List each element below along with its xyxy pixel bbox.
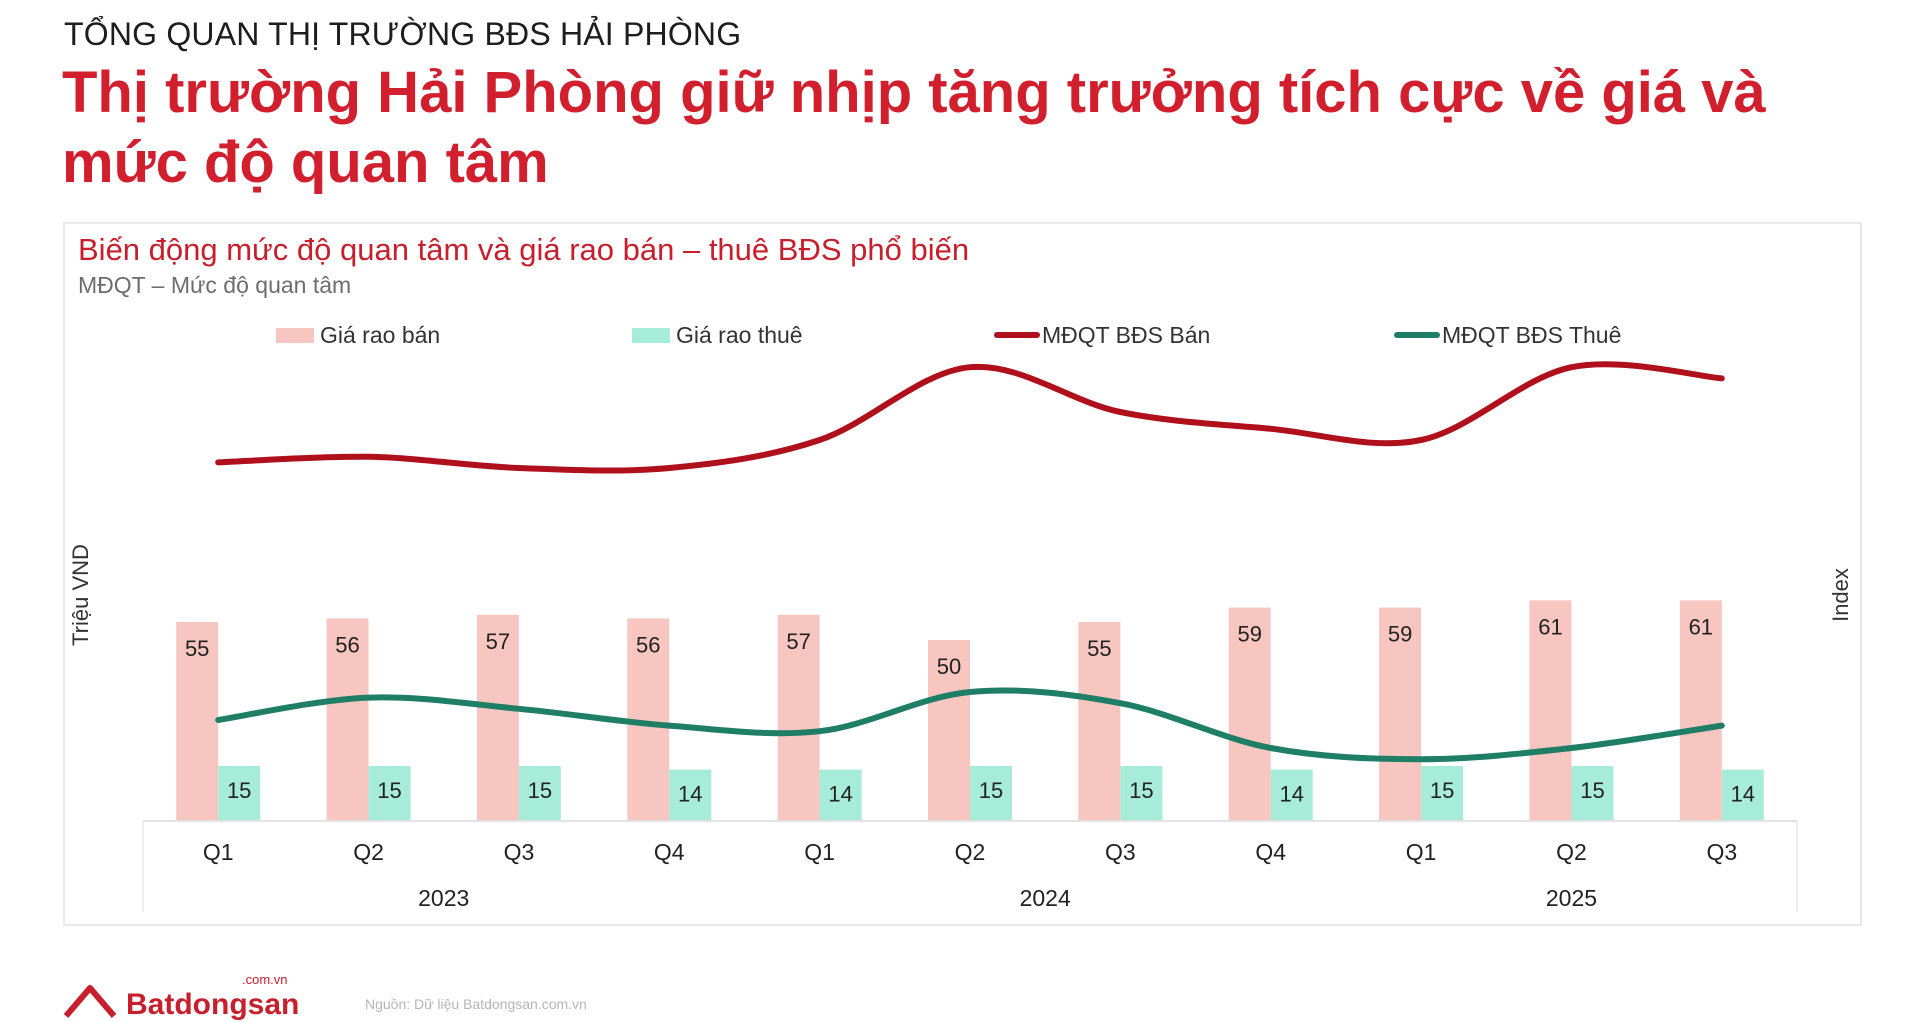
chart-subtitle: MĐQT – Mức độ quan tâm [78,272,352,298]
data-label-sale-price: 50 [937,654,961,679]
legend-label-rent-price: Giá rao thuê [676,321,803,348]
bar-sale-price [1679,600,1722,820]
data-label-rent-price: 15 [528,778,552,803]
bar-sale-price [928,640,970,820]
source-note: Nguồn: Dữ liệu Batdongsan.com.vn [365,996,587,1012]
x-tick-label: Q2 [353,839,384,865]
bar-rent-price [1721,769,1764,820]
x-tick-label: Q4 [1255,839,1286,865]
brand-logo: Batdongsan .com.vn [62,972,300,1022]
data-label-rent-price: 15 [979,778,1003,803]
data-label-sale-price: 61 [1689,614,1713,639]
bar-sale-price [1228,607,1271,820]
legend-label-sale-interest: MĐQT BĐS Bán [1042,321,1211,348]
legend-item-sale-price: Giá rao bán [276,318,440,352]
bar-rent-price [1120,766,1163,820]
bar-rent-price [518,766,561,820]
data-label-rent-price: 14 [1731,782,1755,807]
chart-title: Biến động mức độ quan tâm và giá rao bán… [78,232,970,267]
data-label-sale-price: 61 [1538,614,1562,639]
legend-swatch-sale-price [276,327,314,343]
bar-sale-price [1379,607,1422,820]
x-tick-label: Q2 [1556,839,1587,865]
legend-line-sale-interest [994,332,1040,338]
line-rent-interest [215,687,1725,763]
bar-rent-price [1571,766,1614,820]
bar-rent-price [669,769,712,820]
house-icon [63,985,117,1018]
legend-item-sale-interest: MĐQT BĐS Bán [994,318,1210,352]
x-tick-label: Q1 [1406,839,1437,865]
data-label-sale-price: 57 [486,629,510,654]
legend-item-rent-interest: MĐQT BĐS Thuê [1394,318,1621,352]
x-tick-label: Q1 [203,839,234,865]
legend-label-rent-interest: MĐQT BĐS Thuê [1442,321,1622,348]
legend-label-sale-price: Giá rao bán [320,321,441,348]
data-label-rent-price: 15 [1129,778,1153,803]
bar-sale-price [1078,622,1121,820]
brand-name: Batdongsan [126,988,300,1021]
bar-rent-price [970,766,1012,820]
bar-sale-price [476,614,519,820]
data-label-sale-price: 59 [1388,622,1412,647]
x-tick-label: Q2 [955,839,986,865]
data-label-sale-price: 55 [185,636,209,661]
bar-sale-price [176,622,219,820]
legend-line-rent-interest [1394,332,1440,338]
data-label-rent-price: 14 [678,782,702,807]
bar-rent-price [819,769,862,820]
data-label-sale-price: 59 [1237,622,1261,647]
x-year-label: 2024 [1020,885,1071,911]
eyebrow-title: TỔNG QUAN THỊ TRƯỜNG BĐS HẢI PHÒNG [64,16,742,52]
legend-item-rent-price: Giá rao thuê [632,318,803,352]
data-label-rent-price: 14 [828,782,852,807]
bar-sale-price [1529,600,1572,820]
bar-rent-price [1270,769,1313,820]
bar-rent-price [218,766,261,820]
data-label-sale-price: 56 [335,632,359,657]
data-label-rent-price: 15 [227,778,251,803]
bar-sale-price [326,618,369,820]
data-label-rent-price: 15 [1580,778,1604,803]
headline: Thị trường Hải Phòng giữ nhịp tăng trưởn… [62,60,1766,195]
line-sale-interest [215,361,1725,474]
x-tick-label: Q3 [1105,839,1136,865]
x-tick-label: Q3 [1706,839,1737,865]
bar-sale-price [627,618,670,820]
legend-swatch-rent-price [632,327,670,343]
data-label-sale-price: 56 [636,632,660,657]
bar-sale-price [777,614,820,820]
x-tick-label: Q1 [804,839,835,865]
bar-rent-price [368,766,411,820]
data-label-sale-price: 57 [786,629,810,654]
x-tick-label: Q4 [654,839,685,865]
x-year-label: 2023 [418,885,469,911]
data-label-rent-price: 14 [1279,782,1303,807]
x-year-label: 2025 [1546,885,1597,911]
data-label-rent-price: 15 [1430,778,1454,803]
x-tick-label: Q3 [504,839,535,865]
data-label-sale-price: 55 [1087,636,1111,661]
brand-domain: .com.vn [242,972,288,987]
bar-rent-price [1421,766,1464,820]
data-label-rent-price: 15 [377,778,401,803]
